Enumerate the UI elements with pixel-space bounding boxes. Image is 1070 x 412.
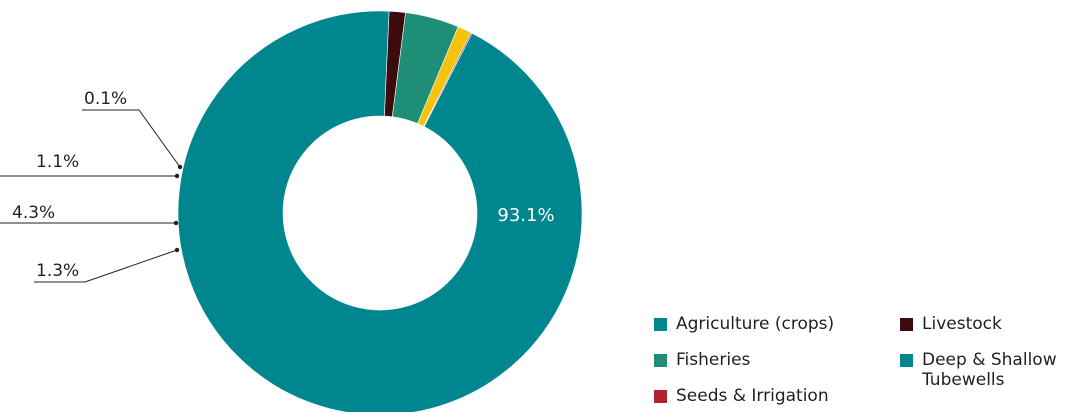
legend-label-agriculture: Agriculture (crops) [676,314,835,334]
legend-swatch-fisheries [654,354,667,367]
callout-dot-tubewells [174,173,180,179]
slice-seeds-irrigation [423,32,473,128]
slice-agriculture [177,10,583,412]
legend-label-livestock: Livestock [922,314,1002,334]
callout-dot-livestock [174,247,180,253]
legend-label-fisheries: Fisheries [676,350,751,370]
callout-dot-fisheries [173,220,179,226]
legend-label-seeds-irrigation: Seeds & Irrigation [676,386,829,406]
callouts: 0.1% 1.1% 4.3% 1.3% [0,89,183,283]
donut-slices [177,10,583,412]
legend-item-agriculture: Agriculture (crops) [654,314,834,334]
callout-line-seeds-irrigation [82,109,181,168]
callout-dot-seeds-irrigation [177,164,183,170]
data-label-agriculture: 93.1% [497,205,554,226]
legend-item-seeds-irrigation: Seeds & Irrigation [654,386,829,406]
legend-label-tubewells: Deep & Shallow Tubewells [922,350,1057,390]
data-label-tubewells: 1.1% [36,152,79,172]
legend-item-livestock: Livestock [900,314,1002,334]
callout-line-livestock [34,249,178,283]
legend-swatch-tubewells [900,354,913,367]
legend-swatch-seeds-irrigation [654,390,667,403]
legend-swatch-livestock [900,318,913,331]
legend-swatch-agriculture [654,318,667,331]
data-label-fisheries: 4.3% [12,203,55,223]
data-label-livestock: 1.3% [36,261,79,281]
legend-item-fisheries: Fisheries [654,350,750,370]
legend: Agriculture (crops) Livestock Fisheries … [654,310,1064,410]
legend-item-tubewells: Deep & Shallow Tubewells [900,350,1057,390]
data-label-seeds-irrigation: 0.1% [84,89,127,109]
